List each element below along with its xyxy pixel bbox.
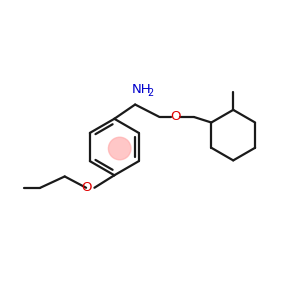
Text: NH: NH (132, 83, 151, 96)
Text: O: O (170, 110, 181, 123)
Circle shape (108, 137, 131, 160)
Text: O: O (81, 181, 92, 194)
Text: 2: 2 (147, 88, 153, 98)
